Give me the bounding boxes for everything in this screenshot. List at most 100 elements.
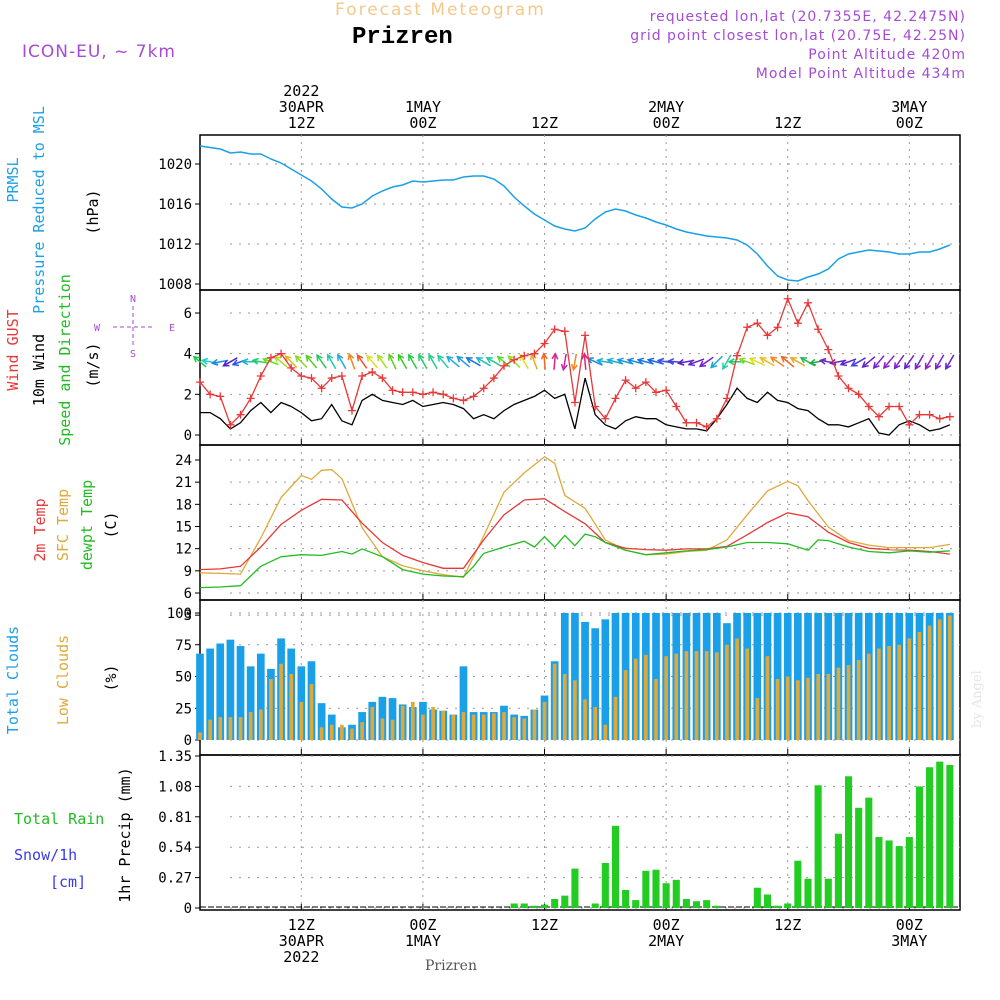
wind-arrow <box>408 353 418 370</box>
precip-bar <box>946 765 954 908</box>
wind-arrow <box>540 352 548 370</box>
low-cloud-bar <box>694 651 699 740</box>
total-cloud-bar <box>388 698 397 740</box>
ylabel-clouds-0: Total Clouds <box>4 626 22 734</box>
low-cloud-bar <box>735 638 739 740</box>
low-cloud-bar <box>329 724 334 740</box>
wind-arrow <box>284 355 298 368</box>
gust-marker <box>388 386 397 395</box>
gust-marker <box>429 388 438 397</box>
ytick-label-clouds: 75 <box>175 638 192 654</box>
low-cloud-bar <box>593 706 598 740</box>
gust-marker <box>550 325 559 334</box>
ytick-label-clouds: 50 <box>175 670 192 686</box>
low-cloud-bar <box>856 659 861 740</box>
wind-arrow <box>934 354 945 371</box>
gust-marker <box>408 388 417 397</box>
precip-bar <box>844 776 853 908</box>
gust-marker <box>266 353 275 362</box>
wind-arrow <box>882 355 895 370</box>
ytick-label-precip: 0 <box>184 901 192 917</box>
low-cloud-bar <box>360 722 364 740</box>
low-cloud-bar <box>279 663 283 740</box>
ytick-label-pressure: 1012 <box>158 237 192 253</box>
ytick-label-precip: 1.35 <box>158 749 192 765</box>
xaxis-bottom-label: 1MAY <box>405 932 441 950</box>
gust-marker <box>793 319 802 328</box>
precip-bar <box>520 903 528 908</box>
ylabel-wind-3: (m/s) <box>84 342 102 387</box>
ylabel-wind-0: Wind GUST <box>4 309 22 390</box>
gust-marker <box>733 351 742 360</box>
total-cloud-bar <box>611 613 620 740</box>
xaxis-top-label: 2022 <box>283 82 319 100</box>
wind-arrow <box>551 352 559 370</box>
low-cloud-bar <box>198 732 202 740</box>
ylabel-wind-1: 10m Wind <box>30 334 48 406</box>
chart-title: Forecast Meteogram <box>335 0 546 20</box>
wind-arrow <box>326 353 337 370</box>
precip-bar <box>875 837 883 908</box>
gust-marker <box>652 388 660 397</box>
low-cloud-bar <box>684 651 689 740</box>
wind-arrow <box>261 357 279 366</box>
low-cloud-bar <box>775 679 780 740</box>
gust-marker <box>398 388 407 397</box>
xaxis-top-label: 00Z <box>653 114 680 132</box>
xaxis-top-label: 12Z <box>531 114 558 132</box>
model-label: ICON-EU, ~ 7km <box>22 42 176 62</box>
precip-bar <box>774 905 782 908</box>
ylabel-temp-1: SFC Temp <box>54 489 72 561</box>
gust-marker <box>216 392 225 401</box>
precip-bar <box>703 900 711 908</box>
gust-marker <box>854 390 863 399</box>
gust-marker <box>844 384 853 393</box>
gust-marker <box>945 412 954 421</box>
info-point-altitude: Point Altitude 420m <box>808 47 966 63</box>
wind-arrow <box>446 355 460 368</box>
panel-frame-temp <box>199 444 961 601</box>
low-cloud-bar <box>492 713 496 740</box>
low-cloud-bar <box>826 673 831 740</box>
ytick-label-temp: 21 <box>175 475 192 491</box>
ytick-label-wind: 0 <box>184 428 192 444</box>
precip-bar <box>905 837 913 908</box>
xaxis-top-label: 12Z <box>288 114 315 132</box>
wind-arrow <box>456 355 471 368</box>
wind-arrow <box>759 357 775 367</box>
low-cloud-bar <box>248 712 253 740</box>
ytick-label-pressure: 1016 <box>158 197 192 213</box>
low-cloud-bar <box>816 673 820 740</box>
low-cloud-bar <box>785 676 790 740</box>
wind-arrow <box>710 355 723 369</box>
gust-marker <box>682 418 691 427</box>
low-cloud-bar <box>836 667 841 740</box>
precip-bar <box>915 786 924 908</box>
legend-snow-unit: [cm] <box>50 873 86 891</box>
total-cloud-bar <box>206 648 214 740</box>
xaxis-bottom-label: 12Z <box>774 916 801 934</box>
low-cloud-bar <box>633 658 638 740</box>
ytick-label-precip: 0.54 <box>158 840 192 856</box>
gust-marker <box>418 390 427 399</box>
low-cloud-bar <box>806 677 810 740</box>
total-cloud-bar <box>226 639 235 740</box>
wind-arrow <box>397 353 408 370</box>
gust-marker <box>358 372 367 381</box>
ytick-label-wind: 2 <box>184 387 192 403</box>
total-cloud-bar <box>459 666 468 740</box>
ytick-label-pressure: 1020 <box>158 157 192 173</box>
ytick-label-precip: 1.08 <box>158 779 192 795</box>
precip-bar <box>713 905 721 908</box>
wind-arrow <box>376 353 388 369</box>
low-cloud-bar <box>755 698 760 740</box>
wind-arrow <box>850 357 866 367</box>
ylabel-clouds-2: (%) <box>102 664 120 691</box>
gust-marker <box>439 390 448 399</box>
gust-marker <box>459 396 468 405</box>
total-cloud-bar <box>773 613 782 740</box>
low-cloud-bar <box>208 719 212 740</box>
low-cloud-bar <box>481 714 486 740</box>
wind-arrow <box>316 353 327 369</box>
wind-arrow <box>418 353 428 370</box>
